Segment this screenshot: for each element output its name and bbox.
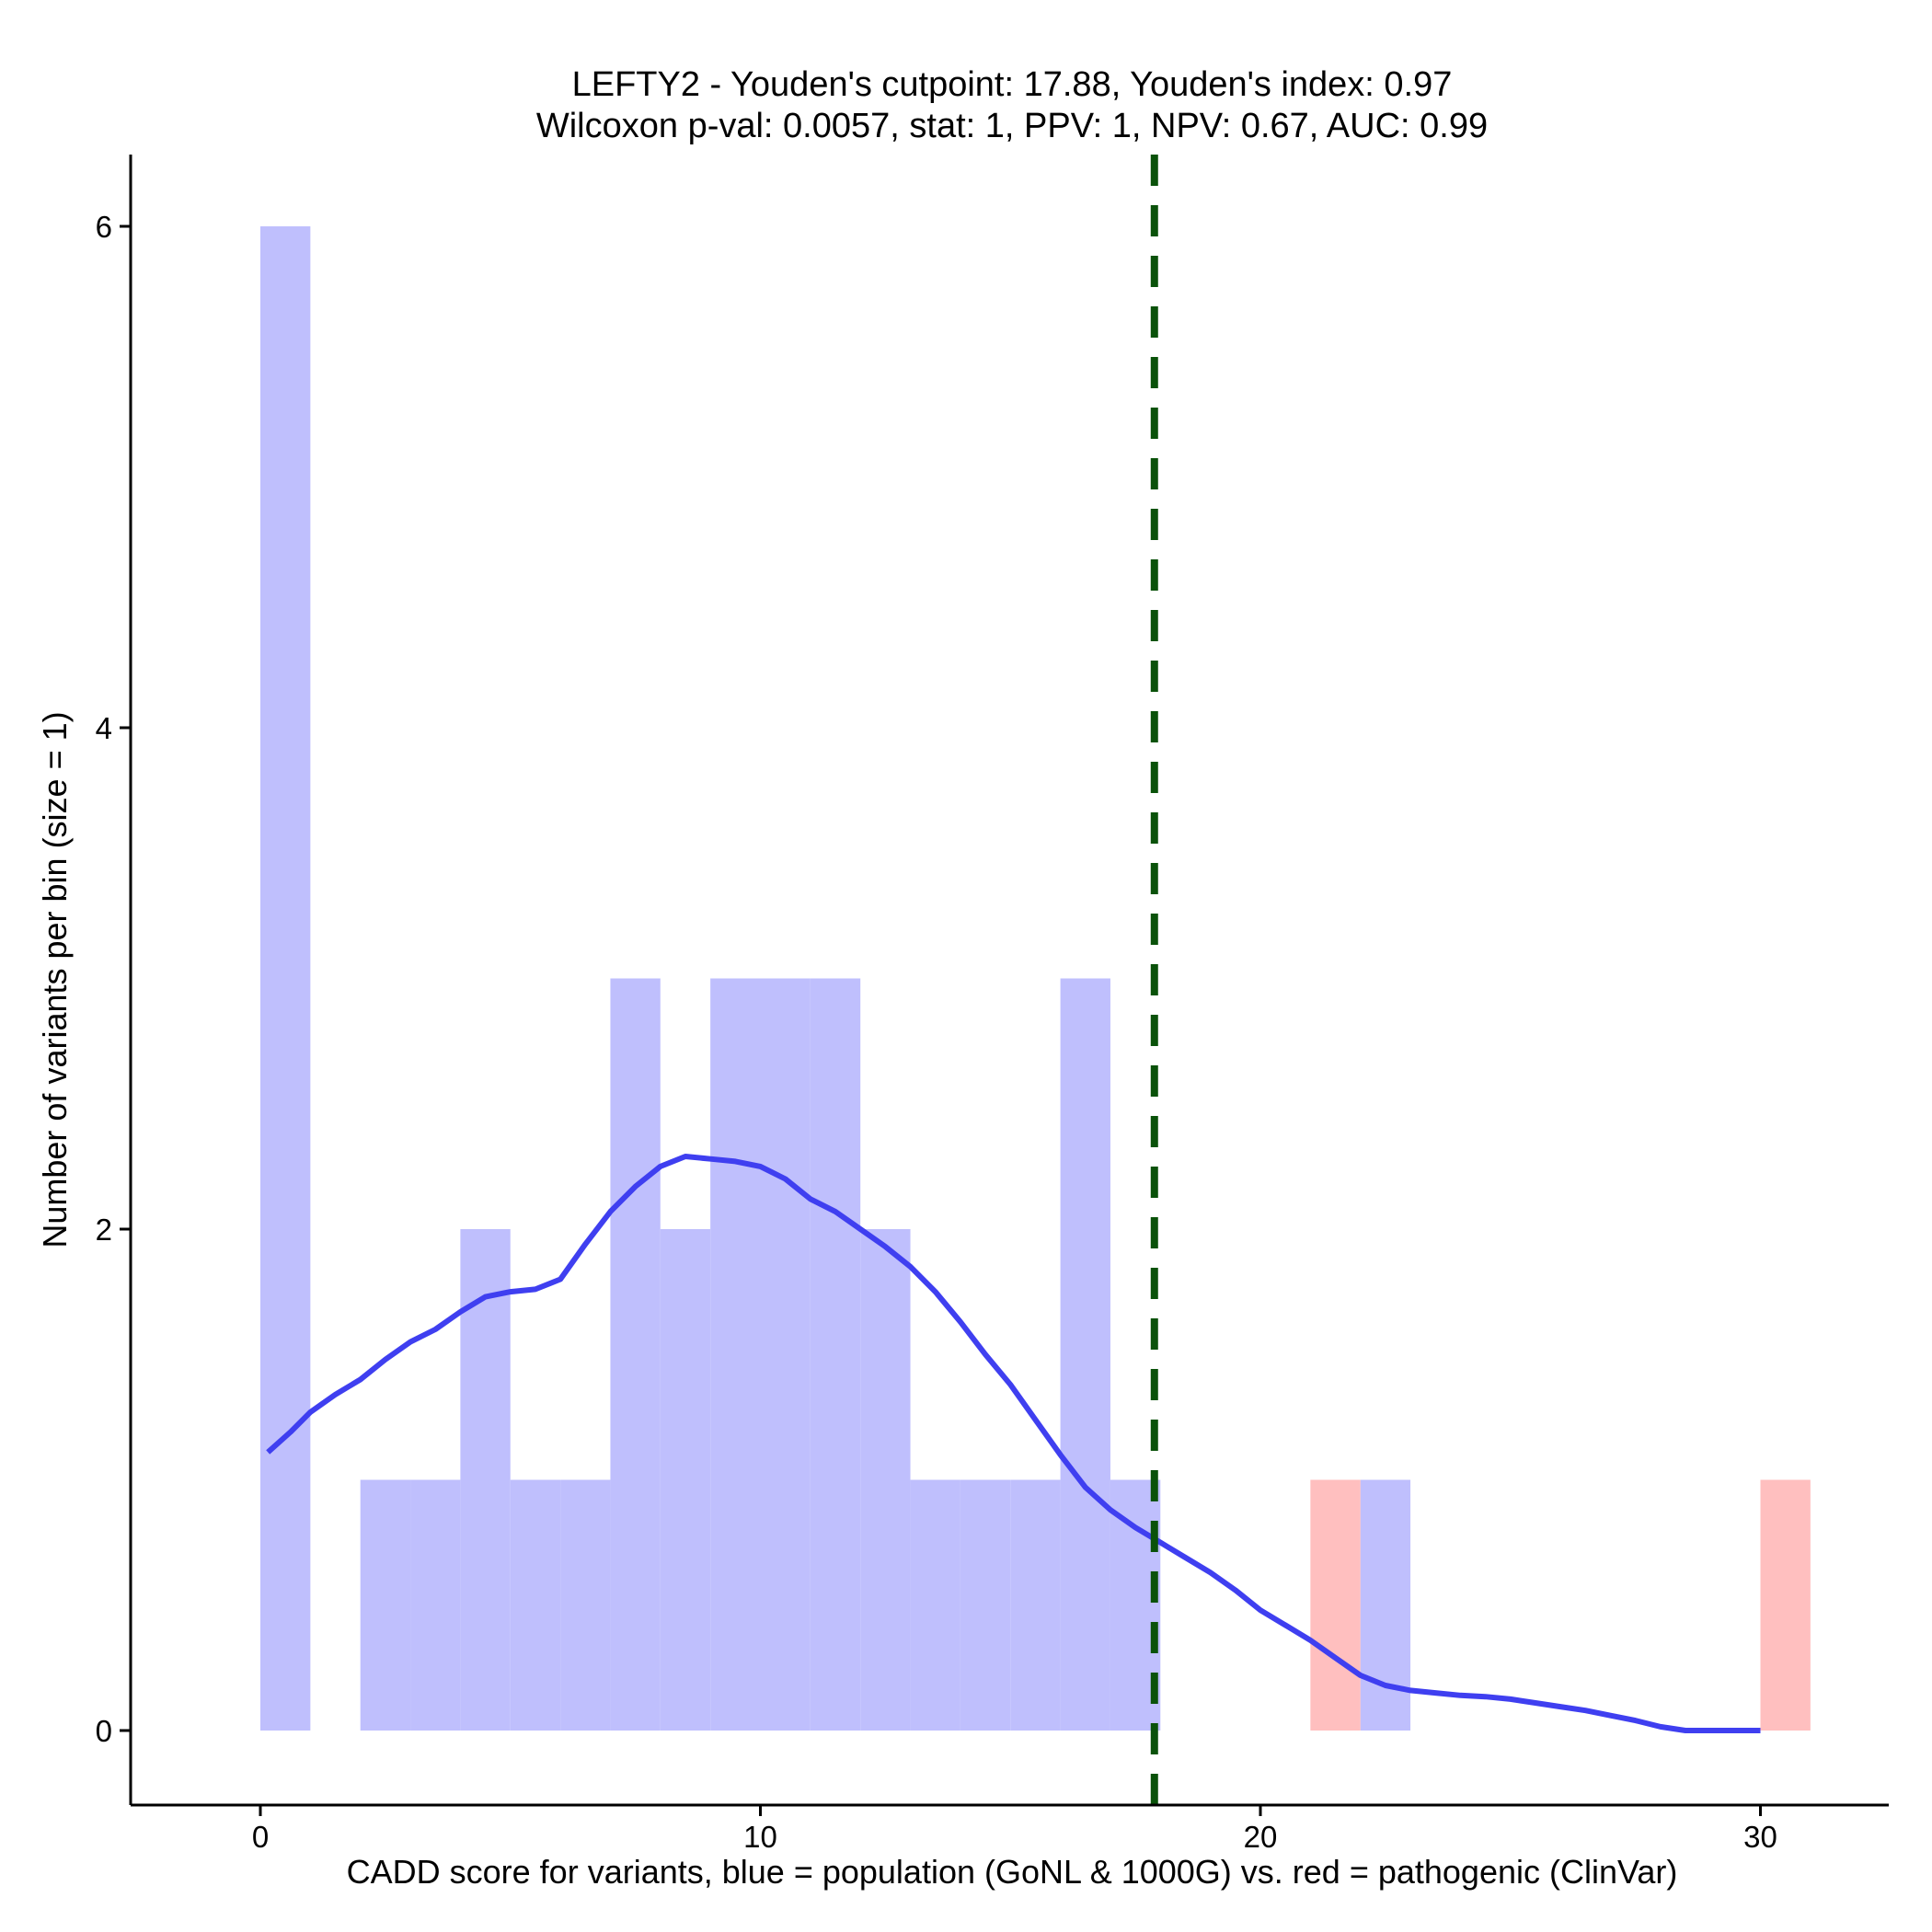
- x-tick-label-0: 0: [252, 1820, 269, 1854]
- y-tick-label-6: 6: [96, 210, 112, 244]
- population-bar-bin-4: [460, 1229, 511, 1731]
- pathogenic-bar-bin-21: [1310, 1479, 1361, 1731]
- population-bar-bin-13: [910, 1479, 960, 1731]
- population-bar-bin-2: [360, 1479, 411, 1731]
- y-tick-label-0: 0: [96, 1714, 112, 1748]
- population-bar-bin-5: [510, 1479, 561, 1731]
- x-tick-label-30: 30: [1743, 1820, 1777, 1854]
- bars-layer: [260, 226, 1811, 1731]
- density-curve-layer: [266, 1154, 1761, 1733]
- x-tick-label-20: 20: [1244, 1820, 1278, 1854]
- population-bar-bin-7: [610, 978, 661, 1731]
- population-bar-bin-8: [660, 1229, 711, 1731]
- population-bar-bin-3: [410, 1479, 461, 1731]
- axes-layer: [129, 155, 1889, 1807]
- population-bar-bin-0: [260, 226, 311, 1731]
- population-bar-bin-10: [760, 978, 811, 1731]
- density-curve: [266, 1154, 1761, 1733]
- chart-subtitle: Wilcoxon p-val: 0.0057, stat: 1, PPV: 1,…: [536, 107, 1488, 145]
- x-axis-title: CADD score for variants, blue = populati…: [347, 1853, 1678, 1891]
- population-bar-bin-6: [560, 1479, 611, 1731]
- population-bar-bin-15: [1010, 1479, 1061, 1731]
- x-tick-label-10: 10: [743, 1820, 777, 1854]
- ticks-layer: 0 10 20 30 0 2 4 6: [96, 210, 1777, 1854]
- population-bar-bin-14: [960, 1479, 1011, 1731]
- population-bar-bin-11: [810, 978, 861, 1731]
- pathogenic-bar-bin-30: [1760, 1479, 1811, 1731]
- y-axis-title: Number of variants per bin (size = 1): [36, 711, 74, 1248]
- population-bar-bin-22: [1360, 1479, 1411, 1731]
- y-tick-label-2: 2: [96, 1213, 112, 1247]
- population-bar-bin-16: [1060, 978, 1110, 1731]
- chart-title-group: LEFTY2 - Youden's cutpoint: 17.88, Youde…: [536, 65, 1488, 145]
- y-tick-label-4: 4: [96, 711, 112, 745]
- chart-title: LEFTY2 - Youden's cutpoint: 17.88, Youde…: [572, 65, 1453, 104]
- population-bar-bin-12: [860, 1229, 911, 1731]
- population-bar-bin-9: [710, 978, 761, 1731]
